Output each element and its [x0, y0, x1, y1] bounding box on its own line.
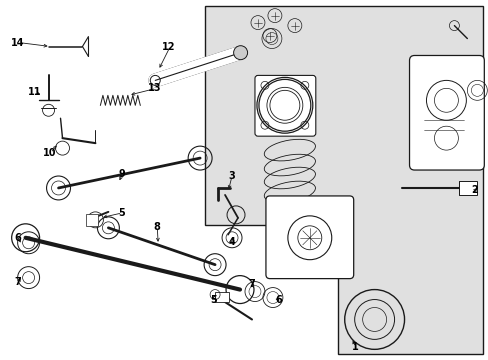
Text: 14: 14 [11, 37, 24, 48]
Bar [86, 214, 98, 226]
Text: 5: 5 [210, 294, 216, 305]
Text: 7: 7 [15, 276, 21, 287]
Text: 9: 9 [118, 169, 125, 179]
Text: 6: 6 [15, 233, 21, 243]
Text: 2: 2 [470, 185, 477, 195]
Text: 8: 8 [153, 222, 160, 232]
Text: 7: 7 [247, 279, 254, 289]
Polygon shape [204, 6, 482, 354]
Text: 5: 5 [118, 208, 125, 218]
Bar [215, 292, 228, 302]
Text: 3: 3 [227, 171, 234, 181]
Text: 13: 13 [148, 84, 162, 93]
Text: 4: 4 [228, 237, 235, 247]
Text: 6: 6 [274, 294, 281, 305]
Text: 10: 10 [42, 148, 56, 158]
FancyBboxPatch shape [408, 55, 483, 170]
Text: 12: 12 [162, 41, 175, 51]
Bar [458, 181, 476, 195]
Text: 11: 11 [27, 87, 41, 97]
Text: 1: 1 [351, 342, 358, 352]
FancyBboxPatch shape [254, 75, 315, 136]
FancyBboxPatch shape [265, 196, 353, 279]
Circle shape [233, 46, 247, 60]
